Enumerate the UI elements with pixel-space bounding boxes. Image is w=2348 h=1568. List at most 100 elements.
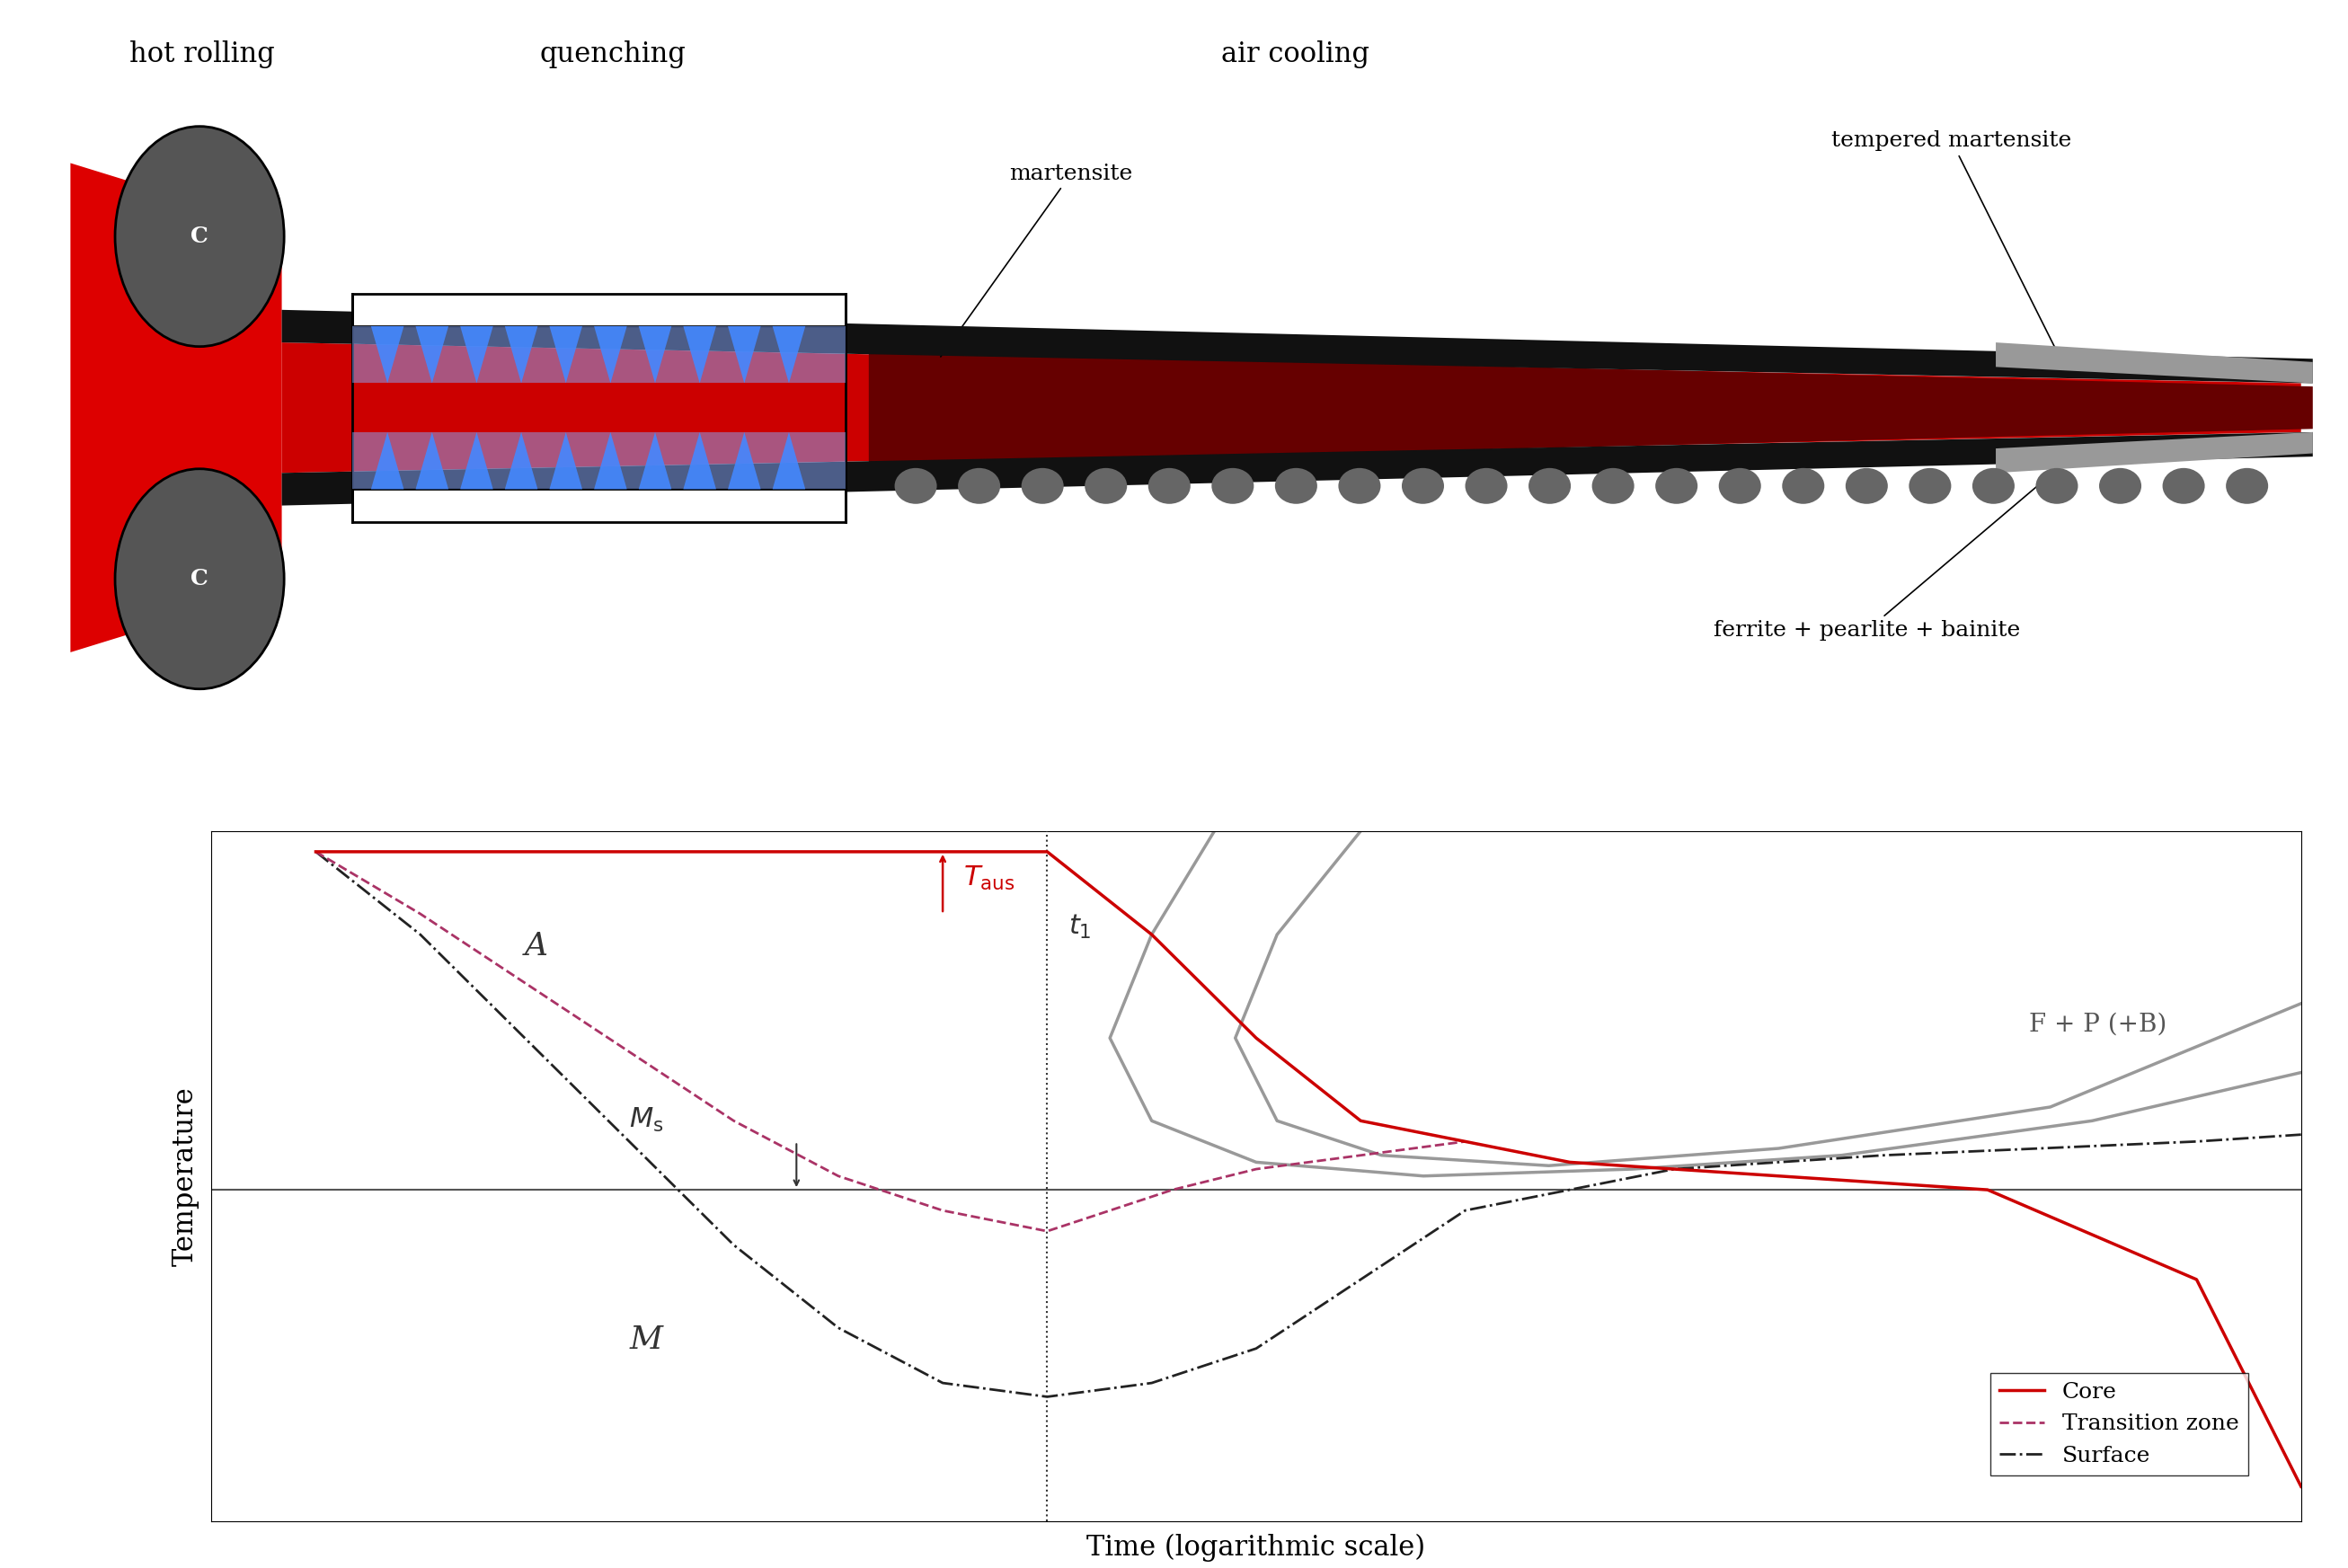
Ellipse shape bbox=[1021, 467, 1064, 503]
Surface bbox=[718, 1236, 747, 1254]
Text: $M_\mathrm{s}$: $M_\mathrm{s}$ bbox=[629, 1105, 664, 1134]
Text: A: A bbox=[526, 931, 547, 961]
Polygon shape bbox=[371, 326, 404, 383]
Ellipse shape bbox=[895, 467, 937, 503]
Text: F + P (+B): F + P (+B) bbox=[2029, 1011, 2167, 1036]
Legend: Core, Transition zone, Surface: Core, Transition zone, Surface bbox=[1991, 1374, 2247, 1475]
Text: hot rolling: hot rolling bbox=[129, 41, 275, 69]
Text: air cooling: air cooling bbox=[1221, 41, 1369, 69]
Ellipse shape bbox=[1782, 467, 1824, 503]
Polygon shape bbox=[728, 326, 761, 383]
Polygon shape bbox=[594, 433, 627, 489]
Core bbox=[1139, 925, 1167, 944]
Surface bbox=[1242, 1339, 1270, 1358]
Surface bbox=[1451, 1201, 1479, 1220]
Polygon shape bbox=[1996, 433, 2313, 474]
Line: Surface: Surface bbox=[315, 851, 2301, 1397]
X-axis label: Time (logarithmic scale): Time (logarithmic scale) bbox=[1087, 1534, 1425, 1562]
Polygon shape bbox=[371, 433, 404, 489]
Core bbox=[1557, 1152, 1585, 1171]
Transition zone bbox=[406, 905, 434, 924]
Ellipse shape bbox=[1212, 467, 1254, 503]
Transition zone bbox=[1451, 1132, 1479, 1151]
Ellipse shape bbox=[1465, 467, 1507, 503]
Ellipse shape bbox=[1655, 467, 1698, 503]
Core bbox=[512, 842, 540, 861]
Ellipse shape bbox=[1275, 467, 1317, 503]
Polygon shape bbox=[869, 351, 2313, 464]
Polygon shape bbox=[549, 326, 582, 383]
Polygon shape bbox=[772, 433, 805, 489]
Surface bbox=[406, 925, 434, 944]
Text: ferrite + pearlite + bainite: ferrite + pearlite + bainite bbox=[1714, 463, 2064, 640]
Transition zone bbox=[1158, 1181, 1186, 1200]
Ellipse shape bbox=[1592, 467, 1634, 503]
Ellipse shape bbox=[1148, 467, 1190, 503]
Surface bbox=[2184, 1132, 2212, 1151]
Polygon shape bbox=[549, 433, 582, 489]
Text: C: C bbox=[190, 568, 209, 590]
Transition zone bbox=[1348, 1146, 1376, 1165]
Core bbox=[615, 842, 643, 861]
Polygon shape bbox=[282, 433, 2313, 505]
Text: $t_1$: $t_1$ bbox=[1068, 913, 1092, 941]
Polygon shape bbox=[282, 342, 2301, 474]
Transition zone bbox=[718, 1112, 747, 1131]
Ellipse shape bbox=[1972, 467, 2015, 503]
Ellipse shape bbox=[1402, 467, 1444, 503]
Ellipse shape bbox=[2163, 467, 2205, 503]
Surface bbox=[1033, 1388, 1061, 1406]
Ellipse shape bbox=[1338, 467, 1381, 503]
Polygon shape bbox=[683, 326, 716, 383]
Surface bbox=[824, 1319, 852, 1338]
Ellipse shape bbox=[1529, 467, 1571, 503]
Ellipse shape bbox=[1085, 467, 1127, 503]
Surface bbox=[1348, 1270, 1376, 1289]
Text: tempered martensite: tempered martensite bbox=[1831, 130, 2071, 368]
Core bbox=[406, 842, 434, 861]
Core bbox=[930, 842, 958, 861]
Ellipse shape bbox=[2226, 467, 2268, 503]
Transition zone bbox=[512, 974, 540, 993]
Core bbox=[824, 842, 852, 861]
Surface bbox=[512, 1029, 540, 1047]
Polygon shape bbox=[683, 433, 716, 489]
Ellipse shape bbox=[115, 127, 284, 347]
Bar bbox=[352, 489, 845, 522]
Surface bbox=[1139, 1374, 1167, 1392]
Polygon shape bbox=[505, 433, 538, 489]
Surface bbox=[2287, 1126, 2315, 1145]
Polygon shape bbox=[505, 326, 538, 383]
Core bbox=[301, 842, 329, 861]
Surface bbox=[301, 842, 329, 861]
Surface bbox=[930, 1374, 958, 1392]
Polygon shape bbox=[728, 433, 761, 489]
Polygon shape bbox=[1996, 342, 2313, 383]
Text: quenching: quenching bbox=[540, 41, 686, 69]
Core bbox=[2287, 1477, 2315, 1496]
Text: C: C bbox=[190, 226, 209, 248]
Ellipse shape bbox=[2099, 467, 2141, 503]
Polygon shape bbox=[639, 326, 672, 383]
Ellipse shape bbox=[1846, 467, 1888, 503]
Transition zone bbox=[1033, 1221, 1061, 1240]
Text: $T_\mathrm{aus}$: $T_\mathrm{aus}$ bbox=[963, 864, 1014, 892]
Core bbox=[1972, 1181, 2000, 1200]
Transition zone bbox=[824, 1167, 852, 1185]
Core bbox=[1033, 842, 1061, 861]
Polygon shape bbox=[70, 163, 282, 652]
Transition zone bbox=[301, 842, 329, 861]
Polygon shape bbox=[594, 326, 627, 383]
Surface bbox=[615, 1132, 643, 1151]
Transition zone bbox=[615, 1043, 643, 1062]
Ellipse shape bbox=[1909, 467, 1951, 503]
Surface bbox=[1660, 1160, 1688, 1179]
Ellipse shape bbox=[1719, 467, 1761, 503]
Y-axis label: Temperature: Temperature bbox=[171, 1087, 200, 1265]
Polygon shape bbox=[416, 433, 448, 489]
Surface bbox=[1869, 1146, 1897, 1165]
Line: Core: Core bbox=[315, 851, 2301, 1486]
Polygon shape bbox=[460, 433, 493, 489]
Polygon shape bbox=[460, 326, 493, 383]
Polygon shape bbox=[282, 310, 2313, 383]
